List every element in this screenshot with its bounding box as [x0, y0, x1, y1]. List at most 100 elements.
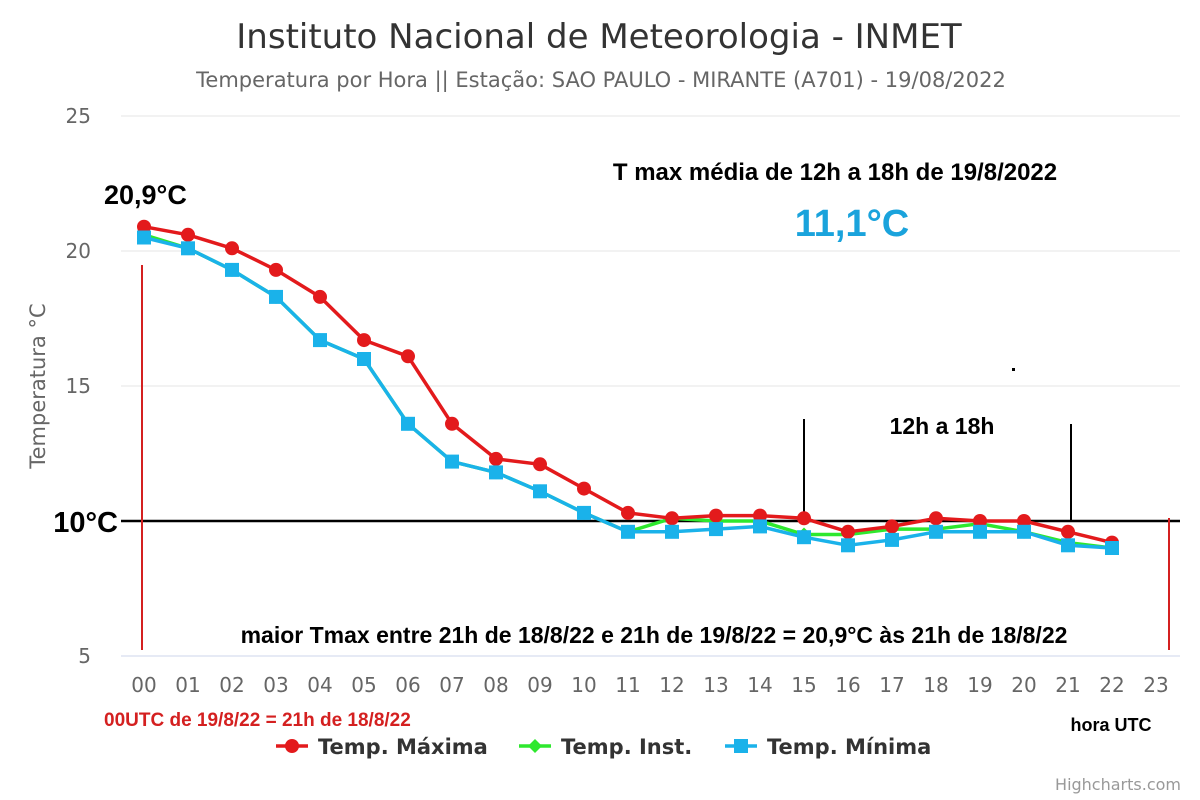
reference-lines: [121, 265, 1180, 650]
annotation-max-note: maior Tmax entre 21h de 18/8/22 e 21h de…: [241, 622, 1068, 648]
series-point-temp-m-xima: [225, 241, 239, 256]
x-tick-label: 21: [1055, 673, 1080, 697]
series-point-temp-m-xima: [753, 508, 767, 523]
x-axis: 00 01 02 03 04 05 06 07 08 09 10 11 12 13 14 15 16 17 18 19…: [121, 655, 1180, 697]
x-tick-label: 06: [395, 673, 420, 697]
series-point-temp-m-nima: [137, 230, 151, 245]
series-point-temp-m-xima: [357, 333, 371, 348]
x-tick-label: 22: [1099, 673, 1124, 697]
y-tick-label: 15: [66, 374, 91, 398]
series-point-temp-m-xima: [973, 514, 987, 528]
series-point-temp-m-nima: [577, 505, 591, 520]
x-tick-label: 01: [175, 673, 200, 697]
series-point-temp-m-nima: [489, 465, 503, 480]
series-point-temp-m-xima: [929, 511, 943, 526]
series-line-temp-inst: [142, 233, 1114, 550]
annotation-start-value: 20,9°C: [104, 180, 187, 210]
series-point-temp-m-xima: [1017, 514, 1031, 528]
legend-label-temp-m-xima[interactable]: Temp. Máxima: [318, 735, 488, 759]
series-point-temp-m-nima: [225, 262, 239, 277]
legend-marker-temp-m-nima: [734, 739, 748, 753]
series-point-temp-m-nima: [445, 454, 459, 469]
series-point-temp-m-nima: [1105, 541, 1119, 555]
y-tick-label: 10°C: [53, 507, 118, 539]
series-point-temp-m-nima: [665, 524, 679, 539]
series-point-temp-m-xima: [401, 349, 415, 364]
x-tick-label: 15: [791, 673, 816, 697]
series-point-temp-m-xima: [797, 511, 811, 526]
series-point-temp-m-nima: [929, 524, 943, 539]
legend-label-temp-m-nima[interactable]: Temp. Mínima: [767, 735, 931, 759]
series-point-temp-m-nima: [841, 538, 855, 553]
series-point-temp-m-nima: [797, 530, 811, 545]
series-point-temp-m-xima: [885, 519, 899, 534]
x-tick-label: 16: [835, 673, 860, 697]
series-point-temp-m-xima: [445, 416, 459, 431]
series-point-temp-m-xima: [489, 451, 503, 466]
series-point-temp-m-xima: [665, 511, 679, 526]
y-axis-title: Temperatura °C: [26, 303, 50, 469]
series-point-temp-m-xima: [181, 227, 195, 242]
y-tick-label: 25: [66, 104, 91, 128]
series-point-temp-m-nima: [753, 519, 767, 534]
annotation-hora-utc: hora UTC: [1071, 715, 1152, 735]
x-tick-label: 07: [439, 673, 464, 697]
series-point-temp-m-xima: [533, 457, 547, 472]
legend-marker-temp-inst: [528, 739, 542, 753]
x-tick-label: 08: [483, 673, 508, 697]
x-tick-label: 17: [879, 673, 904, 697]
x-tick-label: 19: [967, 673, 992, 697]
x-tick-label: 03: [263, 673, 288, 697]
legend-label-temp-inst[interactable]: Temp. Inst.: [561, 735, 692, 759]
legend-marker-temp-m-xima: [285, 739, 299, 753]
x-tick-label: 00: [131, 673, 156, 697]
annotation-tmax-title: T max média de 12h a 18h de 19/8/2022: [613, 159, 1057, 186]
y-axis: 5 10°C 15 20 25 Temperatura °C: [26, 104, 118, 668]
x-tick-label: 20: [1011, 673, 1036, 697]
x-tick-label: 02: [219, 673, 244, 697]
series-point-temp-m-nima: [401, 416, 415, 431]
series-point-temp-m-xima: [269, 262, 283, 277]
stray-dot: [1012, 368, 1015, 371]
series-point-temp-m-xima: [1061, 524, 1075, 539]
series-point-temp-m-nima: [357, 352, 371, 366]
chart-title: Instituto Nacional de Meteorologia - INM…: [236, 17, 962, 57]
series-point-temp-m-nima: [621, 524, 635, 539]
x-tick-label: 10: [571, 673, 596, 697]
x-tick-label: 12: [659, 673, 684, 697]
annotation-utc-note: 00UTC de 19/8/22 = 21h de 18/8/22: [104, 710, 411, 731]
y-tick-label: 20: [66, 239, 91, 263]
credits[interactable]: Highcharts.com: [1055, 775, 1181, 794]
x-tick-label: 11: [615, 673, 640, 697]
x-tick-label: 14: [747, 673, 772, 697]
chart-subtitle: Temperatura por Hora || Estação: SAO PAU…: [195, 68, 1006, 93]
annotation-window-label: 12h a 18h: [890, 413, 995, 439]
series-point-temp-m-xima: [137, 219, 151, 234]
series-point-temp-m-xima: [621, 505, 635, 520]
series-point-temp-m-nima: [1017, 524, 1031, 539]
x-tick-label: 04: [307, 673, 332, 697]
x-tick-label: 05: [351, 673, 376, 697]
series-line-temp-m-xima: [142, 224, 1114, 545]
gridlines: [121, 115, 1180, 657]
series-point-temp-m-nima: [313, 333, 327, 348]
y-tick-label: 5: [78, 644, 91, 668]
annotations: 20,9°C T max média de 12h a 18h de 19/8/…: [104, 159, 1152, 735]
series-point-temp-m-nima: [533, 484, 547, 499]
series-point-temp-m-nima: [885, 532, 899, 547]
legend: Temp. Máxima Temp. Inst. Temp. Mínima: [276, 735, 931, 759]
x-tick-label: 09: [527, 673, 552, 697]
series-point-temp-m-nima: [181, 241, 195, 256]
x-tick-label: 13: [703, 673, 728, 697]
x-tick-label: 23: [1143, 673, 1168, 697]
series-point-temp-m-xima: [709, 508, 723, 523]
series-point-temp-m-nima: [1061, 538, 1075, 553]
series-line-temp-m-nima: [142, 235, 1114, 550]
series-point-temp-m-xima: [577, 481, 591, 496]
series-point-temp-m-xima: [313, 289, 327, 304]
x-tick-label: 18: [923, 673, 948, 697]
annotation-tmax-value: 11,1°C: [795, 203, 910, 245]
series-point-temp-m-xima: [841, 524, 855, 539]
series-group: [137, 219, 1119, 555]
